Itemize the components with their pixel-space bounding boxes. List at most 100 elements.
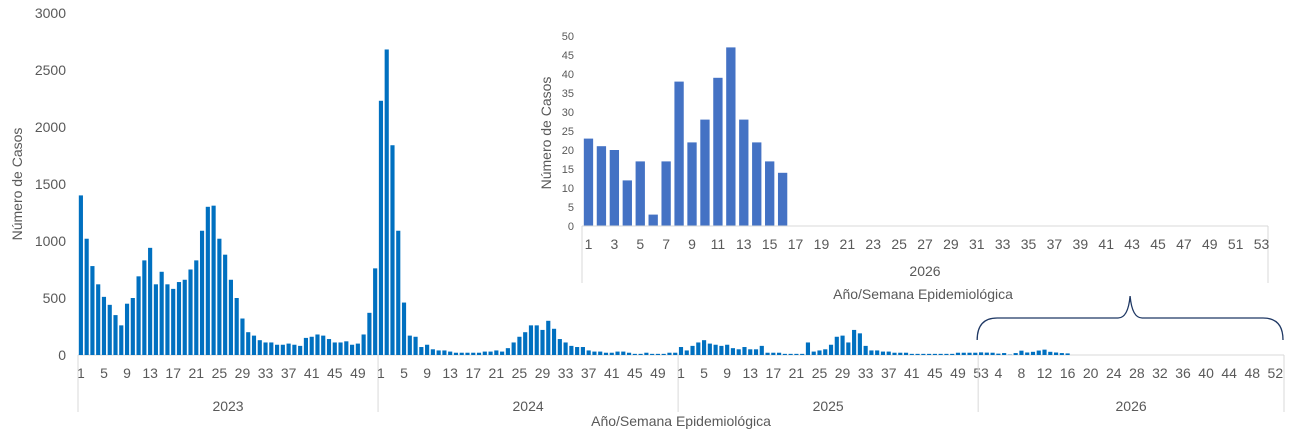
- x-tick-label: 49: [950, 365, 966, 381]
- inset-y-tick-label: 40: [562, 69, 574, 81]
- inset-x-tick-label: 51: [1228, 236, 1244, 252]
- x-tick-label: 1: [377, 365, 385, 381]
- inset-x-tick-label: 33: [995, 236, 1011, 252]
- bar: [1048, 352, 1052, 355]
- bar: [137, 276, 141, 355]
- year-label: 2023: [212, 398, 243, 414]
- inset-y-axis-title: Número de Casos: [538, 77, 554, 190]
- inset-bar: [649, 215, 658, 226]
- bar: [864, 346, 868, 355]
- bar: [690, 346, 694, 355]
- bar: [1037, 351, 1041, 355]
- x-tick-label: 37: [581, 365, 597, 381]
- inset-x-tick-label: 31: [969, 236, 985, 252]
- bar: [662, 354, 666, 355]
- bar: [367, 313, 371, 355]
- bar: [373, 268, 377, 355]
- bar: [575, 347, 579, 355]
- x-tick-label: 41: [304, 365, 320, 381]
- inset-bar: [700, 120, 709, 226]
- y-tick-label: 1500: [35, 176, 66, 192]
- bar: [639, 354, 643, 355]
- bar: [973, 353, 977, 355]
- bar: [281, 345, 285, 355]
- bar: [90, 266, 94, 355]
- bar: [840, 336, 844, 355]
- bar: [396, 231, 400, 355]
- x-tick-label: 36: [1175, 365, 1191, 381]
- zoom-bracket: [977, 296, 1283, 340]
- bar: [194, 260, 198, 355]
- x-tick-label: 5: [100, 365, 108, 381]
- inset-x-tick-label: 39: [1073, 236, 1089, 252]
- bar: [1042, 350, 1046, 355]
- bar: [812, 352, 816, 355]
- inset-bar: [610, 150, 619, 226]
- bar: [910, 354, 914, 355]
- inset-x-tick-label: 41: [1098, 236, 1114, 252]
- x-tick-label: 52: [1268, 365, 1284, 381]
- bar: [881, 352, 885, 355]
- bar: [454, 353, 458, 355]
- x-tick-label: 5: [700, 365, 708, 381]
- bar: [321, 336, 325, 355]
- bar: [142, 260, 146, 355]
- inset-bar: [752, 142, 761, 226]
- bar: [1014, 353, 1018, 355]
- x-tick-label: 49: [650, 365, 666, 381]
- bar: [835, 337, 839, 355]
- bar: [667, 353, 671, 355]
- bar: [489, 352, 493, 355]
- inset-bar: [713, 78, 722, 226]
- x-tick-label: 20: [1083, 365, 1099, 381]
- inset-bar: [674, 82, 683, 226]
- bar: [1002, 353, 1006, 355]
- bar: [725, 345, 729, 355]
- x-tick-label: 32: [1152, 365, 1168, 381]
- bar: [292, 345, 296, 355]
- inset-bar: [623, 180, 632, 226]
- inset-bar: [726, 47, 735, 226]
- bar: [437, 350, 441, 355]
- bar: [823, 349, 827, 355]
- bar: [188, 270, 192, 356]
- inset-x-tick-label: 13: [736, 236, 752, 252]
- x-tick-label: 21: [489, 365, 505, 381]
- x-tick-label: 9: [123, 365, 131, 381]
- inset-y-tick-label: 10: [562, 183, 574, 195]
- inset-bar: [584, 139, 593, 226]
- bar: [581, 347, 585, 355]
- bar: [892, 353, 896, 355]
- inset-y-tick-label: 45: [562, 50, 574, 62]
- inset-y-tick-label: 35: [562, 88, 574, 100]
- bar: [160, 272, 164, 355]
- bar: [350, 345, 354, 355]
- x-tick-label: 25: [512, 365, 528, 381]
- bar: [1060, 353, 1064, 355]
- x-tick-label: 44: [1221, 365, 1237, 381]
- x-tick-label: 13: [142, 365, 158, 381]
- bar: [829, 345, 833, 355]
- bar: [338, 342, 342, 355]
- inset-x-tick-label: 45: [1150, 236, 1166, 252]
- x-tick-label: 41: [904, 365, 920, 381]
- bar: [760, 346, 764, 355]
- bar: [113, 315, 117, 355]
- bar: [627, 353, 631, 355]
- bar: [460, 353, 464, 355]
- x-tick-label: 37: [881, 365, 897, 381]
- inset-x-tick-label: 35: [1021, 236, 1037, 252]
- bar: [385, 49, 389, 355]
- bar: [431, 349, 435, 355]
- bar: [610, 353, 614, 355]
- bar: [419, 347, 423, 355]
- bar: [564, 342, 568, 355]
- inset-x-tick-label: 5: [636, 236, 644, 252]
- bar: [996, 354, 1000, 355]
- bar: [737, 349, 741, 355]
- bar: [287, 344, 291, 355]
- bar: [817, 350, 821, 355]
- inset-y-tick-label: 5: [568, 202, 574, 214]
- bar: [558, 339, 562, 355]
